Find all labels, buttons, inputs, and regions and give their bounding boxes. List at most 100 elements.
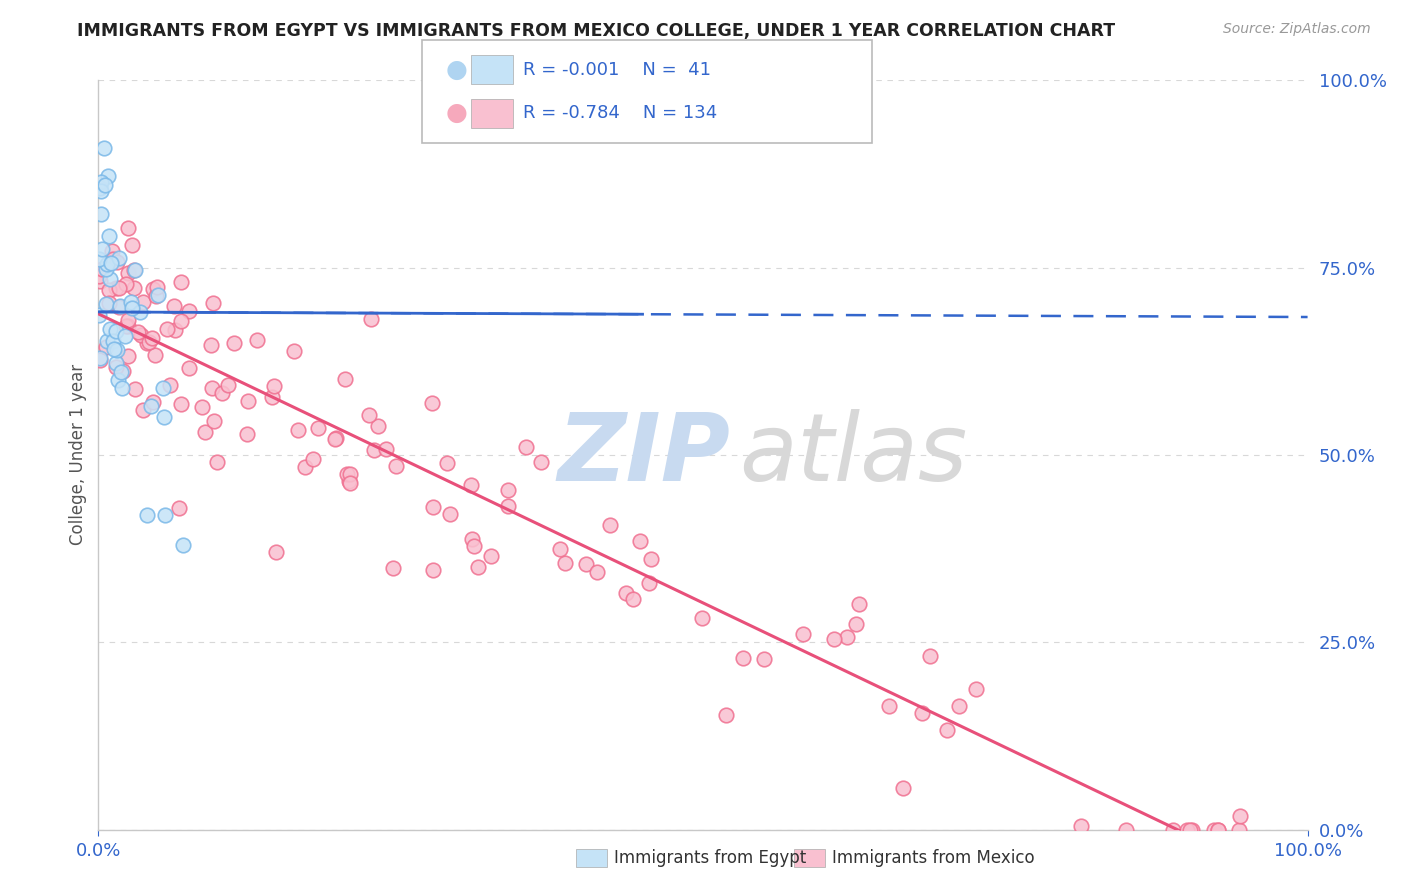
Point — [205, 455, 228, 469]
Point — [170, 396, 193, 410]
Point — [202, 295, 225, 310]
Point — [422, 563, 444, 577]
Point — [138, 334, 160, 349]
Point — [122, 263, 145, 277]
Point — [163, 323, 186, 337]
Point — [89, 274, 111, 288]
Point — [420, 396, 443, 410]
Point — [105, 281, 128, 295]
Text: Immigrants from Egypt: Immigrants from Egypt — [614, 849, 807, 867]
Text: ●: ● — [446, 102, 468, 125]
Point — [124, 262, 146, 277]
Point — [283, 343, 305, 358]
Point — [146, 280, 169, 294]
Point — [640, 551, 662, 566]
Point — [530, 455, 553, 469]
Point — [100, 256, 122, 270]
Point — [179, 360, 201, 375]
Point — [1227, 822, 1250, 837]
Point — [337, 474, 360, 488]
Point — [143, 348, 166, 362]
Point — [1229, 809, 1251, 823]
Point — [835, 630, 858, 644]
Point — [752, 652, 775, 666]
Text: ●: ● — [446, 58, 468, 81]
Point — [90, 175, 112, 189]
Point — [935, 723, 957, 738]
Point — [101, 252, 124, 266]
Point — [461, 533, 484, 547]
Point — [107, 373, 129, 387]
Point — [172, 538, 194, 552]
Point — [104, 356, 127, 370]
Point — [515, 440, 537, 454]
Point — [848, 597, 870, 611]
Point — [238, 393, 260, 408]
Point — [1070, 819, 1092, 833]
Text: R = -0.001    N =  41: R = -0.001 N = 41 — [523, 61, 711, 78]
Point — [135, 336, 157, 351]
Point — [159, 378, 181, 392]
Point — [307, 421, 329, 435]
Point — [360, 312, 382, 326]
Point — [496, 483, 519, 498]
Point — [135, 508, 157, 522]
Point — [263, 378, 285, 392]
Point — [792, 627, 814, 641]
Point — [302, 452, 325, 467]
Point — [339, 467, 361, 481]
Point — [132, 295, 155, 310]
Point — [93, 141, 115, 155]
Point — [89, 352, 111, 367]
Point — [1202, 822, 1225, 837]
Point — [200, 337, 222, 351]
Point — [382, 561, 405, 575]
Point — [287, 423, 309, 437]
Point — [374, 442, 396, 457]
Point — [128, 304, 150, 318]
Point — [422, 500, 444, 514]
Point — [948, 699, 970, 714]
Point — [467, 559, 489, 574]
Point — [333, 371, 356, 385]
Point — [98, 272, 121, 286]
Text: Source: ZipAtlas.com: Source: ZipAtlas.com — [1223, 22, 1371, 37]
Point — [554, 556, 576, 570]
Point — [385, 459, 408, 474]
Point — [127, 325, 149, 339]
Point — [87, 269, 110, 284]
Point — [823, 632, 845, 646]
Point — [110, 365, 132, 379]
Point — [479, 549, 502, 563]
Point — [117, 313, 139, 327]
Point — [877, 699, 900, 714]
Point — [111, 364, 134, 378]
Point — [124, 382, 146, 396]
Point — [202, 414, 225, 428]
Point — [117, 221, 139, 235]
Point — [97, 169, 120, 183]
Point — [1206, 822, 1229, 837]
Text: Immigrants from Mexico: Immigrants from Mexico — [832, 849, 1035, 867]
Point — [325, 431, 347, 445]
Point — [139, 399, 162, 413]
Point — [323, 432, 346, 446]
Point — [105, 360, 128, 375]
Point — [496, 499, 519, 513]
Point — [1115, 822, 1137, 837]
Point — [367, 418, 389, 433]
Point — [101, 244, 124, 258]
Point — [104, 324, 127, 338]
Point — [105, 343, 128, 358]
Point — [1181, 822, 1204, 837]
Point — [96, 334, 118, 349]
Point — [146, 288, 169, 302]
Point — [845, 616, 868, 631]
Point — [90, 184, 112, 198]
Point — [94, 297, 117, 311]
Point — [124, 281, 146, 295]
Point — [463, 539, 485, 553]
Point — [614, 586, 637, 600]
Point — [460, 477, 482, 491]
Point — [87, 252, 110, 266]
